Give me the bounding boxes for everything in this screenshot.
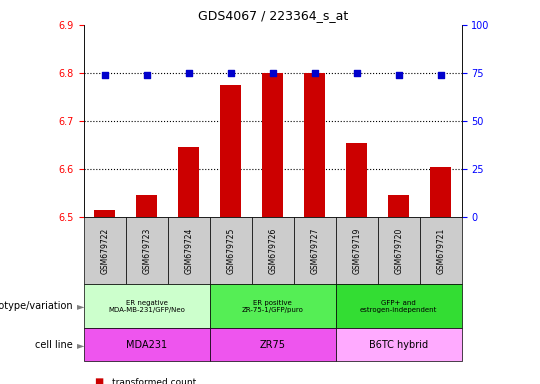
Bar <box>388 195 409 217</box>
Point <box>143 72 151 78</box>
Text: genotype/variation: genotype/variation <box>0 301 73 311</box>
Bar <box>304 73 325 217</box>
Text: GFP+ and
estrogen-independent: GFP+ and estrogen-independent <box>360 300 437 313</box>
Text: GSM679719: GSM679719 <box>352 227 361 274</box>
Text: GSM679724: GSM679724 <box>184 227 193 274</box>
Text: GSM679726: GSM679726 <box>268 227 277 274</box>
Bar <box>220 85 241 217</box>
Text: GSM679725: GSM679725 <box>226 227 235 274</box>
Text: B6TC hybrid: B6TC hybrid <box>369 339 428 350</box>
Text: MDA231: MDA231 <box>126 339 167 350</box>
Point <box>353 70 361 76</box>
Bar <box>178 147 199 217</box>
Text: GSM679727: GSM679727 <box>310 227 319 274</box>
Bar <box>262 73 283 217</box>
Point <box>268 70 277 76</box>
Point <box>310 70 319 76</box>
Title: GDS4067 / 223364_s_at: GDS4067 / 223364_s_at <box>198 9 348 22</box>
Bar <box>430 167 451 217</box>
Point <box>100 72 109 78</box>
Text: transformed count: transformed count <box>112 377 196 384</box>
Bar <box>136 195 157 217</box>
Text: ER positive
ZR-75-1/GFP/puro: ER positive ZR-75-1/GFP/puro <box>242 300 303 313</box>
Point <box>394 72 403 78</box>
Text: ■: ■ <box>94 377 104 384</box>
Text: ER negative
MDA-MB-231/GFP/Neo: ER negative MDA-MB-231/GFP/Neo <box>108 300 185 313</box>
Text: GSM679723: GSM679723 <box>142 227 151 274</box>
Bar <box>346 142 367 217</box>
Text: ►: ► <box>77 339 85 350</box>
Bar <box>94 210 115 217</box>
Text: GSM679721: GSM679721 <box>436 227 445 274</box>
Text: ►: ► <box>77 301 85 311</box>
Text: ZR75: ZR75 <box>260 339 286 350</box>
Text: GSM679720: GSM679720 <box>394 227 403 274</box>
Point <box>226 70 235 76</box>
Text: GSM679722: GSM679722 <box>100 227 109 274</box>
Point <box>184 70 193 76</box>
Point <box>436 72 445 78</box>
Text: cell line: cell line <box>35 339 73 350</box>
